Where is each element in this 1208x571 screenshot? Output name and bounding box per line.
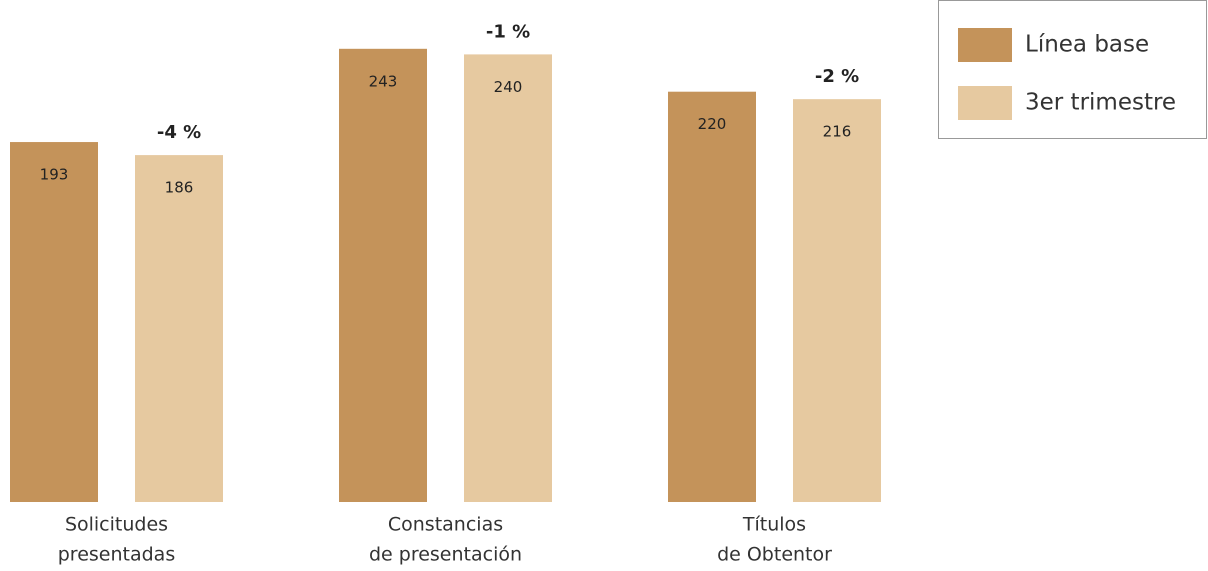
legend-swatch [958,28,1012,62]
bar [464,54,552,503]
legend-label: Línea base [1025,32,1149,58]
value-label: 193 [40,166,69,184]
legend-label: 3er trimestre [1025,90,1176,116]
value-label: 216 [823,123,852,141]
change-label: -1 % [486,21,530,42]
legend-box [938,0,1207,139]
bar [793,99,881,502]
value-label: 243 [369,72,398,90]
x-tick-label: de Obtentor [717,544,832,566]
bar [135,155,223,503]
bar [10,142,98,502]
x-tick-label: Solicitudes [65,514,168,536]
bar [668,91,756,502]
change-label: -2 % [815,66,859,87]
x-tick-label: de presentación [369,544,522,566]
change-label: -4 % [157,122,201,143]
value-label: 240 [494,78,523,96]
x-tick-label: presentadas [58,544,175,566]
bar [339,48,427,503]
value-label: 186 [165,179,194,197]
x-tick-label: Títulos [742,514,806,536]
legend-swatch [958,86,1012,120]
x-tick-label: Constancias [388,514,503,536]
value-label: 220 [698,115,727,133]
